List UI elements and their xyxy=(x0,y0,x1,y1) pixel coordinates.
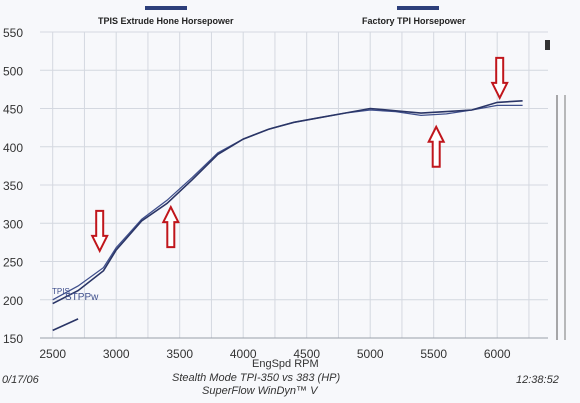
arrow-up-annotation xyxy=(427,124,446,168)
x-tick-label: 5500 xyxy=(420,347,447,361)
y-tick-label: 250 xyxy=(3,256,23,270)
arrow-down-annotation xyxy=(90,209,109,254)
annotation-arrows xyxy=(90,56,509,254)
series-layer xyxy=(52,100,523,332)
footer-subtitle: SuperFlow WinDyn™ V xyxy=(202,385,318,397)
series-start-segment xyxy=(52,318,79,332)
y-tick-label: 400 xyxy=(3,141,23,155)
right-scale-marker xyxy=(545,40,550,50)
footer-date: 0/17/06 xyxy=(2,374,39,386)
y-tick-label: 550 xyxy=(3,26,23,40)
legend-label-factory: Factory TPI Horsepower xyxy=(362,16,466,26)
x-tick-label: 2500 xyxy=(39,347,66,361)
arrow-down-annotation xyxy=(490,56,509,101)
y-tick-label: 350 xyxy=(3,179,23,193)
x-tick-labels: 2500 3000 3500 4000 4500 5000 5500 6000 xyxy=(39,347,511,361)
series-line-factory xyxy=(52,100,523,305)
footer-title: Stealth Mode TPI-350 vs 383 (HP) xyxy=(172,372,341,384)
y-tick-label: 450 xyxy=(3,103,23,117)
x-tick-label: 4500 xyxy=(293,347,320,361)
series-label-stppw: STPPw xyxy=(65,292,99,303)
x-tick-label: 6000 xyxy=(484,347,511,361)
y-tick-label: 150 xyxy=(3,332,23,346)
series-label-tpis: TPIS xyxy=(52,287,70,296)
grid-lines xyxy=(40,31,548,339)
x-tick-label: 4000 xyxy=(230,347,257,361)
legend-label-tpis: TPIS Extrude Hone Horsepower xyxy=(98,16,234,26)
legend-swatch-tpis xyxy=(145,6,187,10)
x-tick-label: 3500 xyxy=(166,347,193,361)
x-tick-label: 3000 xyxy=(103,347,130,361)
legend-swatch-factory xyxy=(397,6,439,10)
x-tick-label: 5000 xyxy=(357,347,384,361)
y-tick-label: 200 xyxy=(3,294,23,308)
y-tick-label: 500 xyxy=(3,64,23,78)
right-edge-scale xyxy=(545,40,566,340)
footer-time: 12:38:52 xyxy=(516,374,559,386)
x-axis-title: EngSpd RPM xyxy=(252,358,319,370)
y-tick-labels: 150 200 250 300 350 400 450 500 550 xyxy=(3,26,23,346)
y-tick-label: 300 xyxy=(3,217,23,231)
arrow-up-annotation xyxy=(161,204,180,249)
